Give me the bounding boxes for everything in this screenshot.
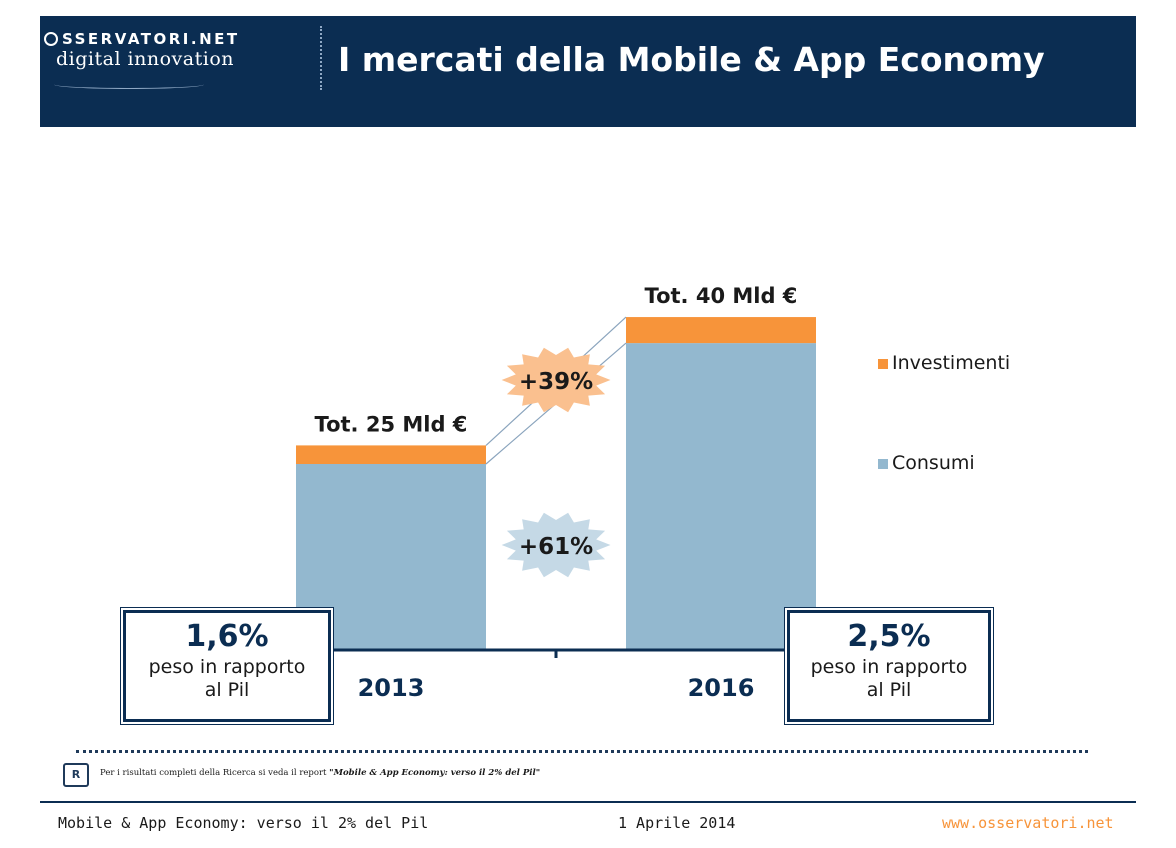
- legend-label-consumi: Consumi: [892, 452, 975, 474]
- legend-swatch-investimenti: [878, 359, 888, 369]
- total-label-2013: Tot. 25 Mld €: [315, 412, 468, 436]
- logo-bottom-text: digital innovation: [56, 48, 234, 70]
- gdp-share-box-2013: 1,6% peso in rapporto al Pil: [123, 610, 331, 722]
- logo-top-text: SSERVATORI.NET: [62, 30, 240, 48]
- gdp-share-value: 2,5%: [847, 619, 931, 654]
- dotted-separator: [76, 750, 1088, 753]
- total-label-2016: Tot. 40 Mld €: [645, 284, 798, 308]
- report-search-icon: R: [63, 763, 89, 787]
- report-note-text: Per i risultati completi della Ricerca s…: [100, 768, 330, 778]
- x-tick-label-2013: 2013: [358, 674, 425, 702]
- gdp-share-label: peso in rapporto al Pil: [810, 656, 968, 701]
- report-note[interactable]: Per i risultati completi della Ricerca s…: [100, 768, 540, 778]
- stacked-bar-chart: Tot. 25 Mld € 2013 Tot. 40 Mld € 2016 +39% +6…: [286, 284, 1010, 702]
- gdp-share-value: 1,6%: [185, 619, 269, 654]
- growth-label-consumi: +61%: [519, 534, 593, 560]
- legend-label-investimenti: Investimenti: [892, 352, 1010, 374]
- report-note-title: "Mobile & App Economy: verso il 2% del P…: [329, 768, 541, 778]
- footer-website-link[interactable]: www.osservatori.net: [942, 814, 1114, 832]
- magnifier-pin-icon: [44, 32, 58, 46]
- gdp-share-label: peso in rapporto al Pil: [148, 656, 306, 701]
- x-tick-label-2016: 2016: [688, 674, 755, 702]
- page-title: I mercati della Mobile & App Economy: [338, 40, 1045, 79]
- header-divider: [320, 26, 322, 90]
- header-bar: [40, 16, 1136, 127]
- gdp-share-box-2016: 2,5% peso in rapporto al Pil: [787, 610, 991, 722]
- growth-burst-investimenti: [501, 347, 611, 413]
- footer-title: Mobile & App Economy: verso il 2% del Pi…: [58, 814, 429, 832]
- bar-consumi-2016: [626, 343, 816, 650]
- osservatori-logo[interactable]: SSERVATORI.NET digital innovation: [44, 30, 240, 89]
- bar-investimenti-2013: [296, 445, 486, 464]
- legend-swatch-consumi: [878, 459, 888, 469]
- footer-date: 1 Aprile 2014: [618, 814, 736, 832]
- logo-swoosh: [54, 80, 204, 89]
- growth-burst-consumi: [501, 512, 611, 578]
- growth-label-investimenti: +39%: [519, 369, 593, 395]
- bar-investimenti-2016: [626, 317, 816, 344]
- footer-line: [40, 801, 1136, 803]
